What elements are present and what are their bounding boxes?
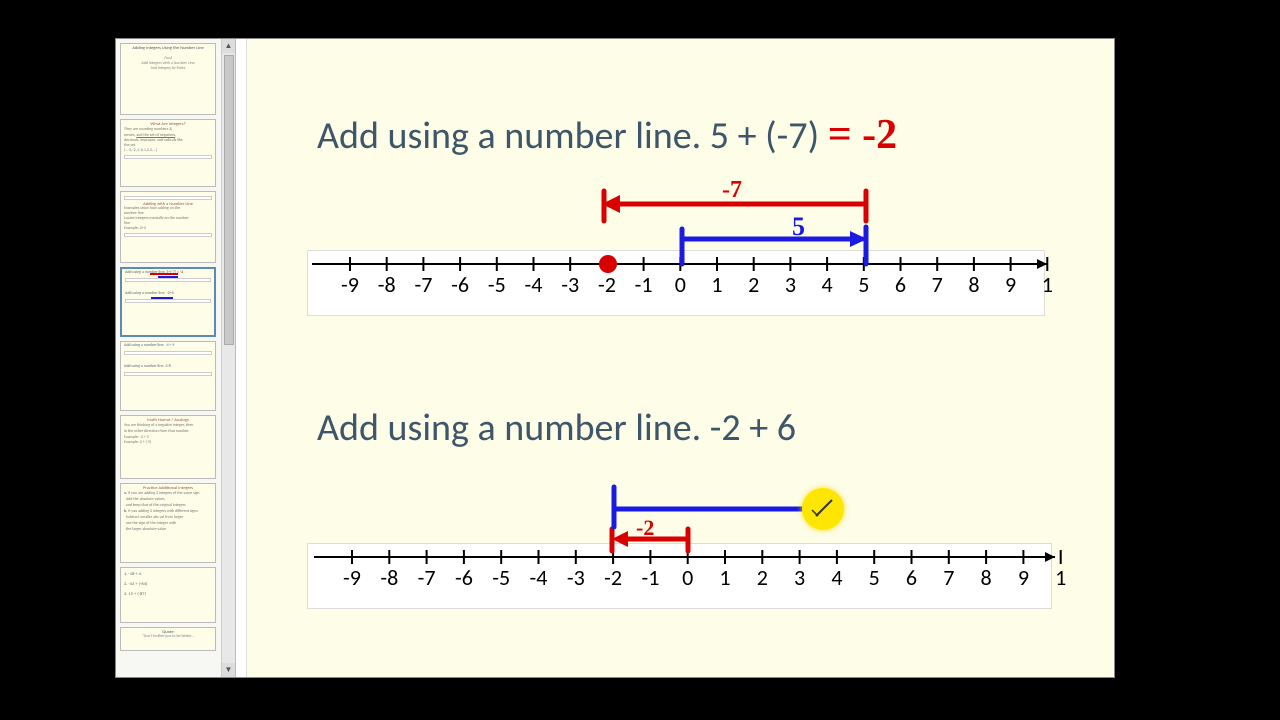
cursor-highlight — [802, 488, 844, 530]
blue-arrow-label: 5 — [792, 212, 805, 241]
problem2-title: Add using a number line. -2 + 6 — [317, 405, 796, 451]
svg-text:1: 1 — [1042, 271, 1053, 298]
svg-text:2: 2 — [748, 271, 759, 298]
thumbnail-7[interactable]: Practice Additional Integers a. If you a… — [120, 483, 216, 563]
svg-text:7: 7 — [943, 564, 954, 591]
problem1-answer: = -2 — [828, 112, 897, 158]
svg-text:1: 1 — [711, 271, 722, 298]
presentation-window: Adding Integers Using the Number Line Go… — [115, 38, 1115, 678]
svg-text:-9: -9 — [343, 564, 361, 591]
scroll-down-button[interactable]: ▼ — [222, 663, 235, 677]
svg-text:-9: -9 — [341, 271, 359, 298]
svg-text:6: 6 — [895, 271, 906, 298]
svg-text:4: 4 — [831, 564, 842, 591]
red-arrow-label: -7 — [722, 179, 742, 203]
svg-text:-3: -3 — [561, 271, 579, 298]
svg-text:-3: -3 — [567, 564, 585, 591]
svg-text:-8: -8 — [380, 564, 398, 591]
svg-text:-5: -5 — [488, 271, 506, 298]
svg-text:6: 6 — [906, 564, 917, 591]
svg-text:-2: -2 — [598, 271, 616, 298]
thumb-title: Add using a number line. -4 + 9 — [124, 344, 212, 349]
svg-text:4: 4 — [822, 271, 833, 298]
red-arrow-label: -2 — [636, 515, 654, 540]
slide-thumbnail-panel: Adding Integers Using the Number Line Go… — [116, 39, 236, 677]
svg-text:0: 0 — [675, 271, 686, 298]
svg-text:-2: -2 — [604, 564, 622, 591]
problem1-title: Add using a number line. 5 + (-7) = -2 — [317, 111, 897, 159]
svg-text:9: 9 — [1005, 271, 1016, 298]
svg-text:-4: -4 — [525, 271, 543, 298]
thumbnail-3[interactable]: Adding with a Number Line Examples show … — [120, 191, 216, 263]
svg-text:1: 1 — [719, 564, 730, 591]
main-slide-area: Add using a number line. 5 + (-7) = -2 -… — [246, 39, 1114, 677]
thumbnail-5[interactable]: Add using a number line. -4 + 9 Add usin… — [120, 341, 216, 411]
svg-text:0: 0 — [682, 564, 693, 591]
scroll-thumb[interactable] — [224, 55, 234, 345]
svg-text:-6: -6 — [455, 564, 473, 591]
svg-text:-7: -7 — [418, 564, 436, 591]
svg-text:-1: -1 — [641, 564, 659, 591]
problem2-figure: -9-8-7-6-5-4-3-2-101234567891 -2 — [302, 471, 1072, 631]
svg-text:3: 3 — [794, 564, 805, 591]
svg-text:-1: -1 — [635, 271, 653, 298]
svg-text:1: 1 — [1055, 564, 1066, 591]
thumbnail-2[interactable]: What Are Integers? They are counting num… — [120, 119, 216, 187]
svg-text:-4: -4 — [530, 564, 548, 591]
svg-text:9: 9 — [1018, 564, 1029, 591]
svg-text:2: 2 — [757, 564, 768, 591]
svg-text:-6: -6 — [451, 271, 469, 298]
scroll-up-button[interactable]: ▲ — [222, 39, 235, 53]
svg-text:-5: -5 — [492, 564, 510, 591]
svg-text:-8: -8 — [378, 271, 396, 298]
svg-text:8: 8 — [968, 271, 979, 298]
svg-text:3: 3 — [785, 271, 796, 298]
problem1-figure: -9-8-7-6-5-4-3-2-101234567891 5 -7 — [302, 179, 1062, 349]
pen-cursor-icon — [802, 488, 844, 530]
svg-text:5: 5 — [858, 271, 869, 298]
thumbnail-list: Adding Integers Using the Number Line Go… — [116, 39, 222, 677]
svg-text:-7: -7 — [414, 271, 432, 298]
thumbnail-scrollbar[interactable]: ▲ ▼ — [221, 39, 235, 677]
thumbnail-4[interactable]: Add using a number line. 5+(-7) = -2 Add… — [120, 267, 216, 337]
thumbnail-1[interactable]: Adding Integers Using the Number Line Go… — [120, 43, 216, 115]
thumbnail-9[interactable]: Quote "Don't bother just to be better... — [120, 627, 216, 651]
svg-text:8: 8 — [981, 564, 992, 591]
thumb-title: Adding Integers Using the Number Line — [124, 46, 212, 51]
svg-text:5: 5 — [869, 564, 880, 591]
svg-text:7: 7 — [932, 271, 943, 298]
problem1-prefix: Add using a number line. 5 + (-7) — [317, 113, 819, 159]
result-dot — [599, 255, 617, 273]
thumbnail-8[interactable]: 1. -18 + 4 2. -43 + (-64) 3. 15 + (-87) — [120, 567, 216, 623]
thumbnail-6[interactable]: Math Humor / Analogy You are thinking of… — [120, 415, 216, 479]
